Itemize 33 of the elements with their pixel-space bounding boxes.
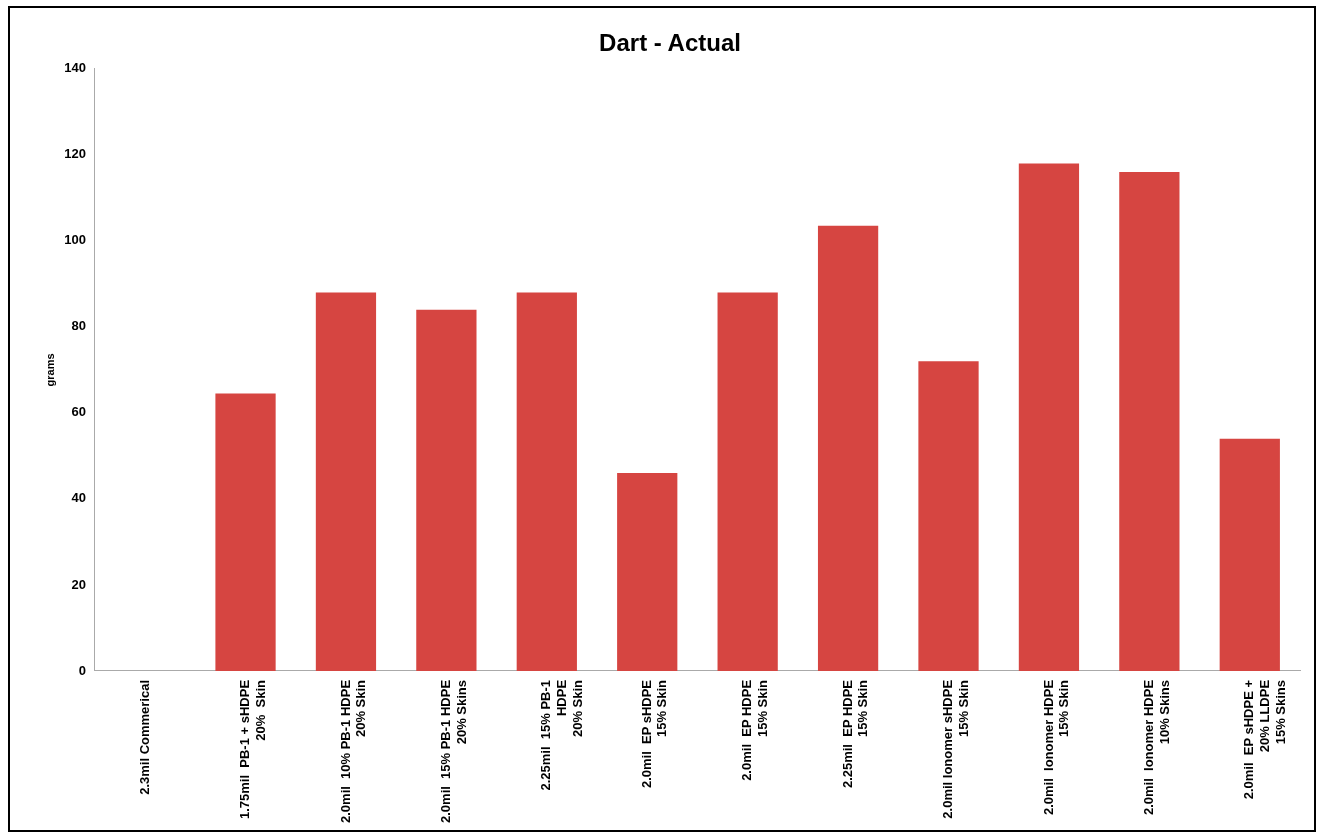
y-axis-title: grams bbox=[43, 353, 56, 387]
bar bbox=[1119, 172, 1180, 671]
x-tick-label: 2.0mil EP sHDPE 15% Skin bbox=[638, 679, 670, 789]
y-tick-label: 60 bbox=[71, 404, 86, 420]
y-tick-label: 40 bbox=[71, 490, 86, 506]
bar bbox=[1018, 163, 1080, 671]
bar bbox=[918, 361, 979, 671]
bar bbox=[315, 292, 377, 671]
x-tick-label: 2.0mil EP sHDPE + 20% LLDPE 15% Skins bbox=[1241, 679, 1288, 800]
x-tick-label: 2.0mil Ionomer HDPE 10% Skins bbox=[1140, 679, 1172, 816]
x-tick-label: 2.25mil 15% PB-1 HDPE 20% Skin bbox=[538, 679, 585, 791]
x-tick-label: 2.0mil Ionomer sHDPE 15% Skin bbox=[940, 679, 971, 819]
y-tick-label: 80 bbox=[71, 318, 86, 334]
bar bbox=[516, 292, 577, 671]
x-tick-label: 2.0mil 15% PB-1 HDPE 20% Skins bbox=[437, 679, 469, 824]
y-tick-label: 120 bbox=[64, 146, 86, 162]
y-tick-label: 20 bbox=[71, 576, 86, 592]
bar bbox=[617, 473, 678, 671]
x-tick-label: 2.25mil EP HDPE 15% Skin bbox=[839, 679, 871, 789]
y-tick-label: 140 bbox=[64, 60, 86, 76]
bar bbox=[416, 309, 477, 671]
x-tick-label: 1.75mil PB-1 + sHDPE 20% Skin bbox=[237, 679, 268, 820]
bar bbox=[717, 292, 778, 671]
bar bbox=[1219, 438, 1280, 671]
bar bbox=[215, 393, 276, 671]
y-tick-label: 0 bbox=[78, 662, 86, 678]
x-tick-label: 2.0mil 10% PB-1 HDPE 20% Skin bbox=[337, 679, 369, 824]
y-tick-label: 100 bbox=[64, 232, 86, 248]
x-tick-label: 2.3mil Commerical bbox=[136, 679, 152, 795]
bar bbox=[817, 225, 879, 671]
x-tick-label: 2.0mil Ionomer HDPE 15% Skin bbox=[1040, 679, 1072, 816]
x-tick-label: 2.0mil EP HDPE 15% Skin bbox=[739, 679, 770, 781]
chart-title: Dart - Actual bbox=[599, 29, 741, 57]
